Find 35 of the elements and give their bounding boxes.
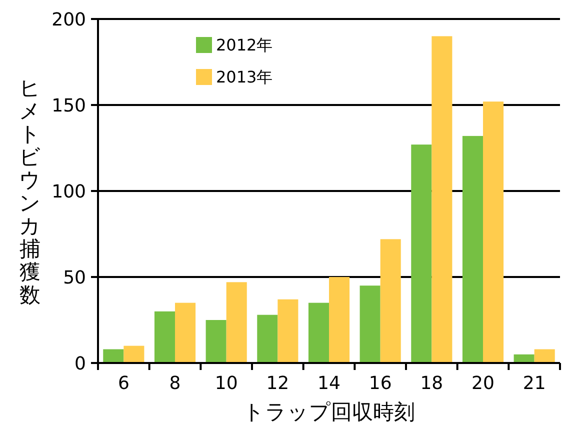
bar [329, 277, 350, 363]
bar [257, 314, 278, 363]
y-tick-label: 150 [52, 95, 86, 116]
x-tick-label: 14 [318, 373, 340, 394]
x-tick-label: 20 [472, 373, 494, 394]
bar [154, 311, 175, 363]
bar [534, 349, 555, 363]
y-tick-label: 0 [74, 353, 86, 374]
x-tick-label: 21 [522, 373, 546, 394]
bar [226, 282, 247, 363]
bar [103, 349, 124, 363]
y-tick-label: 100 [52, 181, 86, 202]
x-tick-label: 12 [266, 373, 290, 394]
bar [206, 320, 226, 363]
x-tick-label: 18 [420, 373, 444, 394]
x-tick-label: 16 [368, 373, 392, 394]
legend-label: 2012年 [216, 36, 273, 55]
bar [483, 102, 504, 363]
bar [462, 136, 483, 363]
bar [432, 36, 452, 363]
x-tick-label: 6 [118, 373, 130, 394]
bar [124, 346, 144, 363]
x-tick-label: 8 [169, 373, 181, 394]
bar [380, 239, 401, 363]
y-tick-label: 200 [52, 9, 86, 30]
bar [278, 299, 298, 363]
bar [360, 286, 380, 363]
y-tick-label: 50 [63, 267, 86, 288]
bar [175, 302, 196, 363]
x-axis-title: トラップ回収時刻 [243, 400, 415, 424]
bar [411, 144, 432, 363]
legend-label: 2013年 [216, 68, 273, 87]
text: ヒメトビウンカ捕獲数 [19, 76, 41, 307]
bar [308, 302, 329, 363]
x-tick-label: 10 [214, 373, 238, 394]
